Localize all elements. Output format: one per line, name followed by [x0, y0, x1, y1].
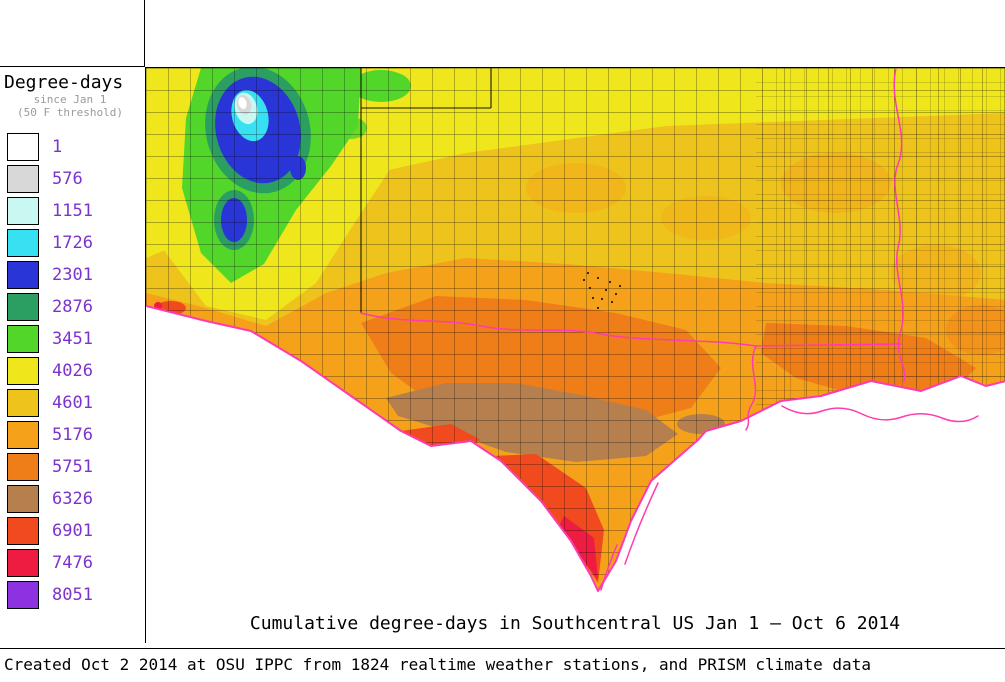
legend-swatch	[7, 229, 39, 257]
legend-scale: 1 576 1151 1726 2301 2876 3451 4026 4601…	[0, 133, 144, 609]
legend-value: 1	[52, 137, 63, 157]
louisiana-marsh-fringe	[781, 405, 979, 423]
legend-value: 6901	[52, 521, 93, 541]
footer-credit: Created Oct 2 2014 at OSU IPPC from 1824…	[4, 655, 871, 674]
legend-entry: 6326	[7, 485, 144, 513]
legend-value: 2301	[52, 265, 93, 285]
map-area	[145, 67, 1005, 643]
legend-swatch	[7, 197, 39, 225]
legend-swatch	[7, 517, 39, 545]
legend-entry: 1726	[7, 229, 144, 257]
legend-swatch	[7, 453, 39, 481]
legend-entry: 576	[7, 165, 144, 193]
legend-entry: 4026	[7, 357, 144, 385]
legend-panel: Degree-days since Jan 1 (50 F threshold)…	[0, 72, 144, 613]
legend-swatch	[7, 389, 39, 417]
degree-days-map	[146, 68, 1005, 592]
legend-swatch	[7, 421, 39, 449]
mississippi-river	[893, 68, 906, 382]
legend-swatch	[7, 293, 39, 321]
legend-entry: 4601	[7, 389, 144, 417]
legend-value: 6326	[52, 489, 93, 509]
legend-subtitle-threshold: (50 F threshold)	[17, 106, 123, 119]
region-crimson-dot	[478, 454, 486, 462]
red-river-border	[360, 312, 757, 347]
legend-value: 1726	[52, 233, 93, 253]
legend-swatch	[7, 485, 39, 513]
legend-value: 7476	[52, 553, 93, 573]
legend-value: 3451	[52, 329, 93, 349]
legend-value: 1151	[52, 201, 93, 221]
legend-entry: 5751	[7, 453, 144, 481]
topleft-spacer	[0, 0, 145, 67]
county-grid-fine	[756, 68, 1005, 591]
legend-entry: 7476	[7, 549, 144, 577]
legend-swatch	[7, 357, 39, 385]
legend-entry: 2876	[7, 293, 144, 321]
heatmap-regions	[146, 68, 1005, 591]
legend-swatch	[7, 549, 39, 577]
legend-value: 4601	[52, 393, 93, 413]
legend-entry: 1151	[7, 197, 144, 225]
legend-entry: 8051	[7, 581, 144, 609]
legend-entry: 6901	[7, 517, 144, 545]
legend-subtitle-since: since Jan 1	[33, 93, 107, 106]
legend-swatch	[7, 133, 39, 161]
legend-value: 2876	[52, 297, 93, 317]
legend-entry: 5176	[7, 421, 144, 449]
arkansas-louisiana-border	[755, 343, 903, 347]
legend-swatch	[7, 581, 39, 609]
coastline-rio-grande	[146, 305, 1005, 592]
state-borders-black	[360, 68, 492, 313]
legend-value: 5176	[52, 425, 93, 445]
texas-louisiana-border	[745, 345, 757, 431]
legend-value: 8051	[52, 585, 93, 605]
barrier-island	[600, 544, 618, 591]
legend-value: 5751	[52, 457, 93, 477]
legend-entry: 1	[7, 133, 144, 161]
state-borders-magenta	[146, 68, 1005, 592]
legend-value: 4026	[52, 361, 93, 381]
legend-title: Degree-days	[4, 72, 124, 93]
footer-divider	[0, 648, 1005, 649]
legend-swatch	[7, 165, 39, 193]
legend-swatch	[7, 261, 39, 289]
barrier-island	[624, 482, 659, 565]
legend-entry: 3451	[7, 325, 144, 353]
legend-entry: 2301	[7, 261, 144, 289]
legend-value: 576	[52, 169, 83, 189]
map-caption: Cumulative degree-days in Southcentral U…	[249, 613, 901, 634]
legend-swatch	[7, 325, 39, 353]
